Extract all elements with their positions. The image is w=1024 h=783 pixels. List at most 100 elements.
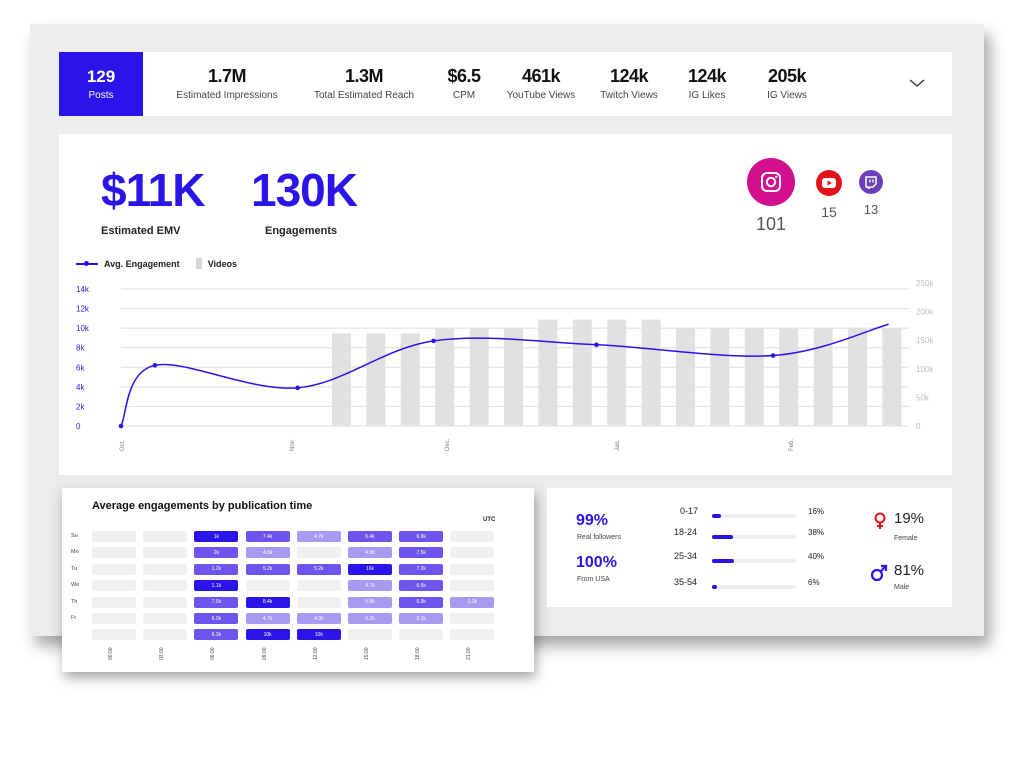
- heatmap-cell[interactable]: 5.1k: [399, 613, 444, 624]
- avg-engagement-point: [431, 338, 436, 344]
- heatmap-cell: [450, 531, 495, 542]
- heatmap-cell[interactable]: 6.9k: [399, 596, 444, 608]
- heatmap-time-label: 21:00: [466, 647, 473, 660]
- twitch-icon: [859, 170, 883, 194]
- heatmap-cell[interactable]: 7.2k: [399, 563, 444, 575]
- stat-label: Total Estimated Reach: [313, 90, 415, 101]
- heatmap-cell[interactable]: 6.3k: [194, 629, 239, 641]
- twitch-count: 13: [863, 202, 879, 217]
- stat-value: $6.5: [447, 66, 481, 86]
- stat-cpm[interactable]: $6.5 CPM: [447, 66, 481, 101]
- heatmap-cell: [92, 580, 136, 592]
- female-label: Female: [894, 535, 918, 542]
- heatmap-cell: [92, 629, 136, 641]
- heatmap-cell[interactable]: 8.4k: [245, 596, 290, 608]
- heatmap-cell[interactable]: 4.7k: [245, 613, 290, 624]
- stat-ig-views[interactable]: 205k IG Views: [767, 66, 807, 101]
- heatmap-cell[interactable]: 4.0k: [296, 613, 341, 624]
- heatmap-cell[interactable]: 5.2k: [296, 563, 341, 575]
- heatmap-cell[interactable]: 4.7k: [296, 531, 341, 542]
- heatmap-cell: [92, 613, 136, 624]
- heatmap-cell[interactable]: 3.3k: [450, 596, 495, 608]
- heatmap-cell: [296, 547, 341, 559]
- social-twitch[interactable]: 13: [859, 170, 883, 217]
- age-bar-fill: [712, 585, 717, 589]
- avg-engagement-point: [770, 353, 776, 358]
- video-bar: [366, 333, 386, 426]
- real-followers-value: 99%: [576, 512, 609, 529]
- female-symbol-icon: [874, 512, 886, 529]
- left-tick-label: 8k: [76, 344, 85, 353]
- heatmap-cell: [450, 563, 495, 575]
- heatmap-cell[interactable]: 6.4k: [348, 531, 392, 542]
- heatmap-cell: [143, 613, 188, 624]
- video-bar: [538, 319, 558, 426]
- timezone-label: UTC: [483, 517, 496, 523]
- engagements-label: Engagements: [265, 225, 338, 237]
- heatmap-cell[interactable]: 5.2k: [348, 613, 392, 624]
- heatmap-cell[interactable]: 6.0k: [194, 613, 239, 624]
- right-tick-label: 150k: [916, 336, 934, 345]
- avg-engagement-point: [118, 423, 124, 429]
- heatmap-cell[interactable]: 1.2k: [194, 563, 239, 575]
- heatmap-cell[interactable]: 7.4k: [245, 531, 290, 542]
- heatmap-cell: [92, 531, 136, 542]
- posts-stat[interactable]: 129 Posts: [59, 52, 143, 116]
- heatmap-cell[interactable]: 7.5k: [194, 596, 239, 608]
- avg-engagement-point: [594, 342, 599, 348]
- age-bar-fill: [712, 559, 734, 563]
- left-tick-label: 6k: [76, 363, 85, 372]
- stat-label: IG Views: [767, 90, 807, 101]
- heatmap-day-label: Mo: [71, 549, 79, 556]
- heatmap-cell[interactable]: 5.8k: [348, 596, 392, 608]
- heatmap-cell[interactable]: 2k: [194, 547, 239, 559]
- right-tick-label: 50k: [916, 393, 930, 402]
- heatmap-cell[interactable]: 10k: [296, 629, 341, 641]
- stat-twitch-views[interactable]: 124k Twitch Views: [600, 66, 658, 101]
- heatmap-cell[interactable]: 6.9k: [399, 531, 444, 542]
- heatmap-cell[interactable]: 4.3k: [348, 547, 392, 559]
- overview-card: $11K Estimated EMV 130K Engagements 101 …: [59, 134, 952, 475]
- stat-ig-likes[interactable]: 124k IG Likes: [688, 66, 727, 101]
- heatmap-cell: [143, 563, 188, 575]
- video-bar: [435, 327, 455, 426]
- heatmap-cell[interactable]: 1.1k: [194, 580, 239, 592]
- stat-label: IG Likes: [688, 90, 726, 101]
- heatmap-cell[interactable]: 16k: [348, 563, 392, 575]
- video-bar: [882, 327, 902, 426]
- heatmap-cell[interactable]: 10k: [245, 629, 290, 641]
- age-percent: 6%: [808, 578, 820, 587]
- heatmap-cell[interactable]: 4.0k: [245, 547, 290, 559]
- left-tick-label: 4k: [76, 383, 85, 392]
- heatmap-cell[interactable]: 1k: [194, 531, 239, 542]
- emv-value: $11K: [101, 164, 205, 216]
- social-youtube[interactable]: 15: [816, 170, 842, 220]
- from-usa-label: From USA: [577, 576, 610, 583]
- heatmap-cell[interactable]: 4.7k: [348, 580, 392, 592]
- stat-value: 1.3M: [344, 66, 384, 86]
- engagement-chart: 0 2k 4k 6k 8k 10k 12k 14k 0 50k 100k 150k 200k 250k Oc…: [76, 279, 934, 451]
- heatmap-cell[interactable]: 7.5k: [399, 547, 444, 559]
- heatmap-cell: [143, 580, 188, 592]
- age-percent: 38%: [808, 528, 825, 537]
- stat-youtube-views[interactable]: 461k YouTube Views: [507, 66, 576, 101]
- avg-engagement-point: [152, 363, 158, 368]
- age-range-label: 25-34: [674, 551, 698, 561]
- stat-total-reach[interactable]: 1.3M Total Estimated Reach: [314, 66, 414, 101]
- video-bar: [504, 327, 523, 426]
- age-bar-fill: [712, 514, 721, 518]
- left-tick-label: 2k: [76, 402, 85, 411]
- video-bar: [848, 327, 867, 426]
- heatmap-card: Average engagements by publication time …: [62, 488, 534, 672]
- stat-estimated-impressions[interactable]: 1.7M Estimated Impressions: [176, 66, 277, 101]
- x-tick-label: Jan.: [615, 439, 621, 451]
- chevron-down-icon[interactable]: [908, 74, 926, 92]
- heatmap-cell[interactable]: 6.5k: [399, 580, 444, 592]
- social-instagram[interactable]: 101: [747, 158, 795, 235]
- age-bar-track: [712, 585, 796, 589]
- legend-line-label: Avg. Engagement: [104, 258, 180, 269]
- male-symbol-icon: [870, 564, 888, 582]
- stat-label: CPM: [452, 90, 476, 101]
- right-tick-label: 100k: [916, 365, 934, 374]
- heatmap-cell[interactable]: 5.2k: [245, 563, 290, 575]
